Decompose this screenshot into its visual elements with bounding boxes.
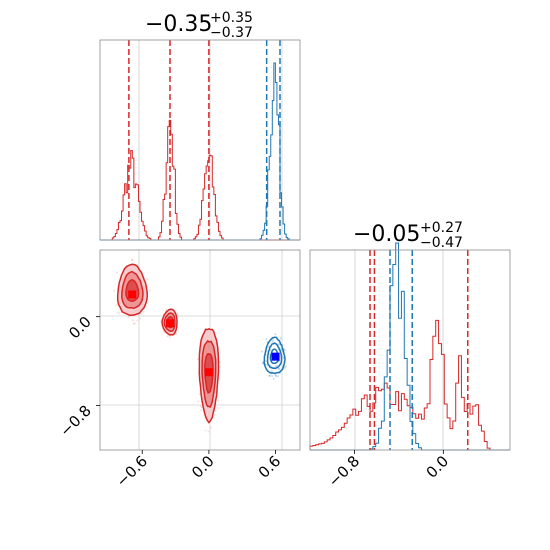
- blue-sample-point: [271, 339, 274, 342]
- red-sample-point: [115, 304, 118, 307]
- red-sample-point: [166, 335, 169, 338]
- blue-sample-point: [270, 370, 273, 373]
- red-sample-point: [214, 409, 217, 412]
- blue-sample-point: [271, 340, 274, 343]
- blue-sample-point: [274, 333, 277, 336]
- blue-density-contour: [266, 342, 283, 370]
- red-sample-point: [127, 316, 130, 319]
- red-sample-point: [198, 392, 201, 395]
- x-tick-label: 0.0: [423, 452, 453, 482]
- title-param-2: −0.05: [353, 222, 420, 247]
- blue-sample-point: [265, 360, 268, 363]
- red-sample-point: [116, 271, 119, 274]
- red-sample-point: [149, 289, 152, 292]
- title-param-2-lower: −0.47: [420, 235, 463, 251]
- red-sample-point: [113, 289, 116, 292]
- red-sample-point: [146, 278, 149, 281]
- red-point-marker: [166, 319, 174, 328]
- red-sample-point: [207, 430, 210, 433]
- blue-sample-point: [278, 367, 281, 370]
- blue-density-contour: [269, 348, 280, 365]
- red-sample-point: [133, 322, 136, 325]
- red-sample-point: [213, 413, 216, 416]
- red-point-marker: [204, 368, 213, 377]
- red-sample-point: [138, 317, 141, 320]
- blue-sample-point: [274, 375, 277, 378]
- red-sample-point: [199, 405, 202, 408]
- blue-sample-point: [274, 365, 277, 368]
- red-histogram: [309, 319, 510, 451]
- blue-sample-point: [276, 364, 279, 367]
- blue-sample-point: [271, 374, 274, 377]
- red-sample-point: [131, 319, 134, 322]
- title-param-2-upper: +0.27: [420, 220, 463, 236]
- blue-sample-point: [261, 350, 264, 353]
- blue-point-marker: [271, 352, 280, 361]
- blue-sample-point: [268, 374, 271, 377]
- red-histogram: [100, 119, 300, 241]
- red-sample-point: [204, 429, 207, 432]
- red-sample-point: [219, 361, 222, 364]
- red-sample-point: [162, 331, 165, 334]
- blue-sample-point: [268, 374, 271, 377]
- red-sample-point: [196, 358, 199, 361]
- red-sample-point: [142, 310, 145, 313]
- x-tick-label: 0.0: [188, 452, 218, 482]
- blue-sample-point: [277, 367, 280, 370]
- y-tick-label: 0.0: [65, 313, 95, 343]
- blue-sample-point: [283, 366, 286, 369]
- red-sample-point: [140, 313, 143, 316]
- red-point-marker: [128, 290, 137, 299]
- blue-histogram: [310, 242, 510, 451]
- red-sample-point: [200, 409, 203, 412]
- axes-frame: [309, 249, 511, 451]
- blue-sample-point: [277, 375, 280, 378]
- blue-sample-point: [285, 365, 288, 368]
- red-sample-point: [217, 406, 220, 409]
- red-sample-point: [210, 426, 213, 429]
- blue-histogram: [100, 62, 300, 241]
- blue-sample-point: [283, 348, 286, 351]
- red-sample-point: [116, 311, 119, 314]
- red-sample-point: [197, 400, 200, 403]
- red-sample-point: [217, 399, 220, 402]
- blue-density-contour: [263, 336, 286, 375]
- axes-frame: [99, 249, 301, 451]
- red-sample-point: [169, 336, 172, 339]
- axes-frame: [99, 39, 301, 241]
- red-sample-point: [174, 333, 177, 336]
- x-tick-label: −0.6: [113, 452, 151, 490]
- blue-sample-point: [282, 357, 285, 360]
- blue-sample-point: [272, 377, 275, 380]
- blue-sample-point: [279, 337, 282, 340]
- blue-sample-point: [277, 343, 280, 346]
- x-tick-label: −0.8: [325, 452, 363, 490]
- title-param-1-lower: −0.37: [210, 25, 253, 41]
- red-sample-point: [219, 366, 222, 369]
- title-param-1: −0.35: [145, 12, 212, 37]
- histogram-param-2: −0.05 +0.27 −0.47 −0.8 0.0: [309, 220, 511, 491]
- histogram-param-1: −0.35 +0.35 −0.37: [99, 10, 301, 241]
- red-sample-point: [136, 319, 139, 322]
- red-sample-point: [176, 312, 179, 315]
- y-tick-label: −0.8: [56, 402, 94, 440]
- x-tick-label: 0.6: [255, 452, 285, 482]
- blue-sample-point: [265, 338, 268, 341]
- red-sample-point: [164, 309, 167, 312]
- red-sample-point: [130, 258, 133, 261]
- red-sample-point: [118, 312, 121, 315]
- red-sample-point: [131, 259, 134, 262]
- title-param-1-upper: +0.35: [210, 10, 253, 26]
- blue-sample-point: [274, 374, 277, 377]
- joint-density-panel: −0.6 0.0 0.6 −0.8 0.0: [56, 249, 301, 491]
- red-sample-point: [132, 322, 135, 325]
